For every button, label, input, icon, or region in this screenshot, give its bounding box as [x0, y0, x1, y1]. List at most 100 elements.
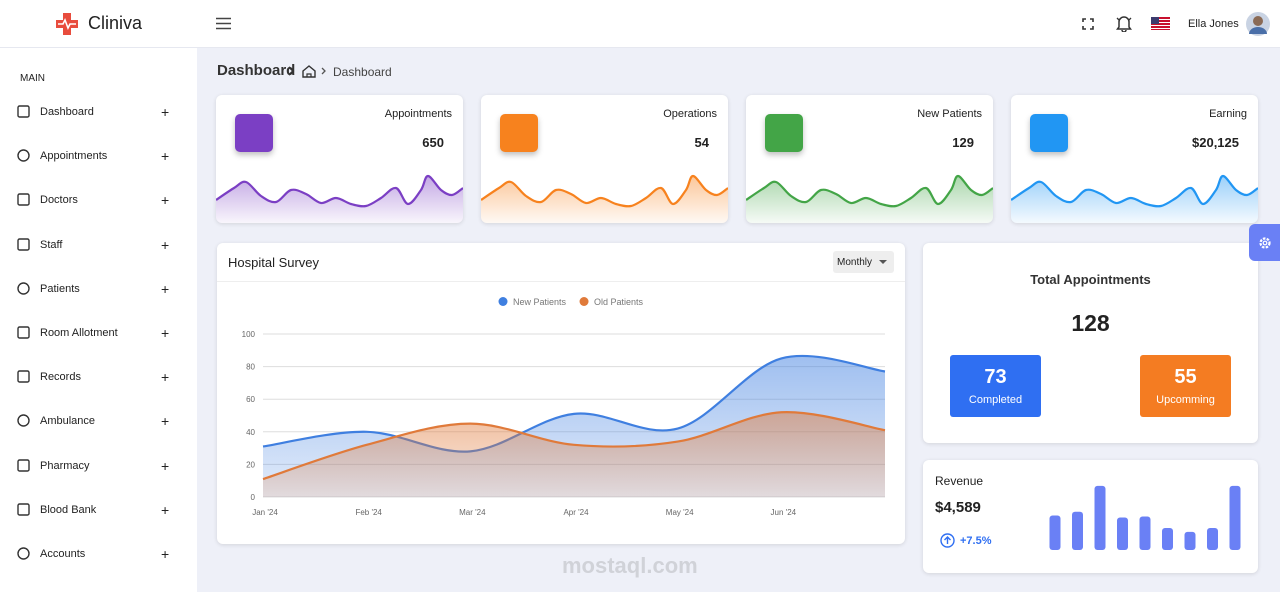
survey-chart: 0 20 40 60 80 100 Jan '24 Feb '24 Mar '24 Apr '24…: [242, 297, 886, 517]
divider: [217, 281, 905, 282]
icon-shape: [17, 370, 30, 383]
notifications-button[interactable]: [1116, 15, 1132, 32]
total-appointments-card: Total Appointments 128 73 Completed 55 U…: [923, 243, 1258, 443]
stat-label: Operations: [663, 108, 717, 120]
legend-label: New Patients: [513, 297, 567, 307]
icon-shape: [17, 503, 30, 516]
bar: [1117, 517, 1128, 550]
stat-value: 129: [952, 135, 974, 150]
legend-item[interactable]: Old Patients: [579, 297, 644, 307]
top-bar: Cliniva Ella Jones: [0, 0, 1280, 48]
expand-icon: +: [161, 192, 170, 209]
sparkline: [216, 174, 463, 223]
revenue-card: Revenue $4,589 +7.5%: [923, 460, 1258, 573]
stat-card: Operations 54: [481, 95, 728, 223]
period-select[interactable]: Monthly: [833, 251, 894, 273]
expand-icon: +: [161, 325, 170, 341]
expand-icon: +: [161, 369, 170, 386]
expand-icon: +: [161, 280, 170, 297]
fullscreen-button[interactable]: [1082, 18, 1094, 30]
icon-shape: [17, 414, 30, 428]
y-tick-label: 0: [251, 493, 256, 502]
card-title: Revenue: [935, 474, 984, 488]
area-fill: [263, 412, 885, 497]
bar: [1229, 485, 1241, 550]
survey-card: Hospital Survey Monthly 0 20 40 60 80 100 Jan …: [217, 243, 905, 544]
legend-swatch: [579, 297, 589, 306]
total-value: 128: [1071, 310, 1110, 336]
brand-name: Cliniva: [88, 13, 143, 33]
x-tick-label: Apr '24: [563, 508, 589, 517]
nav-item[interactable]: Records +: [0, 368, 197, 388]
x-tick-label: Feb '24: [355, 508, 382, 517]
revenue-change: +7.5%: [960, 535, 992, 547]
x-tick-label: Jun '24: [771, 508, 797, 517]
stat-label: Earning: [1209, 108, 1247, 120]
stat-label: New Patients: [917, 108, 982, 120]
nav-item[interactable]: Blood Bank +: [0, 501, 197, 521]
y-tick-label: 100: [242, 330, 256, 339]
nav-item[interactable]: Pharmacy +: [0, 457, 197, 477]
nav-item[interactable]: Room Allotment +: [0, 324, 197, 344]
nav-label: Patients: [40, 282, 80, 295]
expand-icon: +: [161, 546, 170, 562]
stat-value: $20,125: [1192, 135, 1239, 150]
sparkline: [1011, 174, 1258, 223]
language-flag[interactable]: [1151, 17, 1170, 30]
expand-icon: +: [161, 413, 170, 430]
nav-item[interactable]: Patients +: [0, 280, 197, 300]
menu-toggle[interactable]: [216, 17, 231, 30]
revenue-chart: [1049, 485, 1241, 550]
nav-icon: [17, 193, 30, 207]
x-tick-label: Jan '24: [252, 508, 278, 517]
nav-label: Room Allotment: [40, 327, 118, 339]
stat-value: 650: [422, 135, 444, 150]
nav-item[interactable]: Dashboard +: [0, 103, 197, 123]
user-name[interactable]: Ella Jones: [1188, 18, 1239, 30]
nav-icon: [17, 370, 30, 383]
nav-label: Doctors: [40, 194, 78, 207]
nav-label: Dashboard: [40, 106, 94, 118]
series-line: [262, 411, 886, 481]
nav-item[interactable]: Doctors +: [0, 191, 197, 211]
section-label: MAIN: [20, 73, 45, 84]
expand-icon: +: [161, 236, 170, 253]
logo: [56, 13, 78, 35]
nav-icon: [17, 105, 30, 118]
stat-label: Appointments: [384, 108, 452, 120]
watermark: mostaql.com: [562, 553, 698, 578]
nav-label: Pharmacy: [40, 459, 90, 472]
bar: [1184, 531, 1196, 550]
expand-icon: +: [161, 148, 170, 165]
breadcrumb-current[interactable]: Dashboard: [333, 65, 392, 79]
nav-item[interactable]: Ambulance +: [0, 412, 197, 432]
stat-card: New Patients 129: [746, 95, 993, 223]
icon-shape: [17, 282, 30, 295]
nav-item[interactable]: Accounts +: [0, 545, 197, 565]
bar: [1207, 527, 1218, 550]
completed-value: 73: [984, 366, 1007, 388]
nav-icon: [17, 326, 30, 339]
nav-icon: [17, 149, 30, 162]
stat-value: 54: [694, 135, 709, 150]
icon-shape: [17, 547, 30, 560]
sparkline: [481, 174, 728, 223]
bar: [1139, 516, 1151, 550]
nav-icon: [17, 547, 30, 560]
nav-label: Records: [40, 371, 81, 384]
user-avatar[interactable]: [1246, 12, 1270, 36]
nav-icon: [17, 237, 30, 251]
bar: [1094, 485, 1106, 550]
nav-label: Ambulance: [40, 415, 96, 428]
nav-item[interactable]: Staff +: [0, 236, 197, 256]
legend-item[interactable]: New Patients: [498, 297, 567, 307]
settings-icon: [1259, 237, 1271, 249]
page-title: Dashboard: [217, 62, 296, 79]
sparkline-line: [1011, 174, 1258, 208]
nav-item[interactable]: Appointments +: [0, 147, 197, 167]
series-line: [262, 354, 886, 453]
card-title: Hospital Survey: [228, 255, 320, 270]
settings-tab[interactable]: [1249, 224, 1280, 261]
stat-icon: [235, 114, 273, 152]
dropdown-caret: [879, 260, 887, 264]
